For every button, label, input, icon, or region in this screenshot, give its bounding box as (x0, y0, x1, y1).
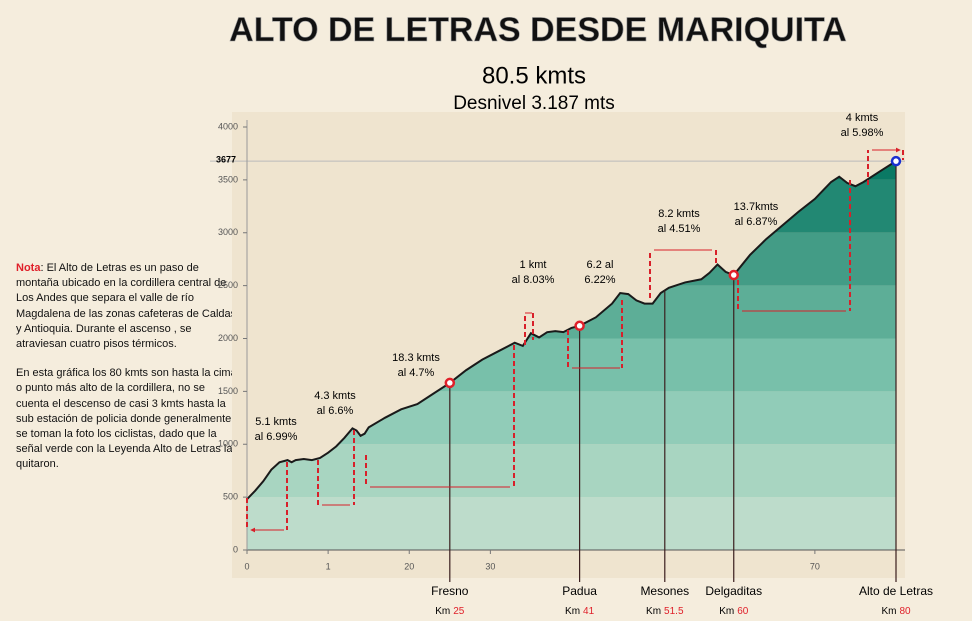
segment-label: 4 kmts (846, 112, 879, 124)
km-prefix: Km (565, 606, 580, 617)
km-prefix: Km (435, 606, 450, 617)
x-tick-label: 0 (244, 561, 249, 571)
note-text: En esta gráfica los 80 kmts son hasta la… (16, 367, 237, 471)
y-tick-label: 1500 (218, 386, 238, 396)
place-km: Km 51.5 (646, 606, 684, 617)
segment-label: 6.22% (584, 274, 615, 286)
segment-label: 18.3 kmts (392, 352, 440, 364)
segment-label: al 8.03% (512, 274, 555, 286)
band (247, 444, 896, 498)
y-tick-label: 500 (223, 492, 238, 502)
y-tick-label: 3000 (218, 227, 238, 237)
y-tick-label: 2500 (218, 280, 238, 290)
reference-label: 3677 (216, 155, 236, 165)
segment-label: 1 kmt (520, 259, 547, 271)
y-tick-label: 0 (233, 544, 238, 554)
km-prefix: Km (719, 606, 734, 617)
segment-label: al 6.99% (255, 431, 298, 443)
y-tick-label: 3500 (218, 174, 238, 184)
subtitle: Desnivel 3.187 mts (453, 93, 615, 114)
place-label: Alto de Letras (859, 584, 933, 598)
km-value: 51.5 (664, 606, 684, 617)
segment-label: 8.2 kmts (658, 208, 700, 220)
km-prefix: Km (881, 606, 896, 617)
segment-label: 4.3 kmts (314, 390, 356, 402)
y-tick-label: 4000 (218, 121, 238, 131)
y-tick-label: 2000 (218, 333, 238, 343)
note-para: Nota: El Alto de Letras es un paso de mo… (16, 261, 238, 352)
place-km: Km 80 (881, 606, 911, 617)
place-label: Mesones (640, 584, 689, 598)
x-tick-label: 70 (810, 561, 820, 571)
place-label: Padua (562, 584, 597, 598)
x-tick-label: 20 (404, 561, 414, 571)
place-label: Fresno (431, 584, 469, 598)
segment-label: al 5.98% (841, 127, 884, 139)
place-km: Km 25 (435, 606, 465, 617)
km-value: 60 (737, 606, 749, 617)
place-marker (728, 269, 739, 281)
segment-label: 13.7kmts (734, 201, 779, 213)
km-prefix: Km (646, 606, 661, 617)
place-marker (444, 377, 456, 389)
place-label: Delgaditas (705, 584, 762, 598)
place-km: Km 41 (565, 606, 595, 617)
km-value: 80 (899, 606, 911, 617)
segment-label: al 6.87% (735, 216, 778, 228)
bracket-arrow (251, 150, 900, 530)
note-text: : El Alto de Letras es un paso de montañ… (16, 262, 237, 351)
note: Nota: El Alto de Letras es un paso de mo… (16, 261, 238, 487)
km-value: 25 (453, 606, 465, 617)
segment-label: 6.2 al (587, 259, 614, 271)
y-tick-label: 1000 (218, 439, 238, 449)
place-marker (890, 155, 902, 167)
segment-label: al 4.51% (658, 223, 701, 235)
chart-title: ALTO DE LETRAS DESDE MARIQUITA (229, 11, 847, 49)
note-label: Nota (16, 262, 41, 274)
segment-label: al 6.6% (317, 405, 354, 417)
segment-brackets (246, 150, 903, 530)
subtitle: 80.5 kmts (482, 62, 586, 89)
segment-label: 5.1 kmts (255, 416, 297, 428)
x-tick-label: 30 (485, 561, 495, 571)
km-value: 41 (583, 606, 595, 617)
x-tick-label: 1 (326, 561, 331, 571)
place-km: Km 60 (719, 606, 749, 617)
place-marker (574, 320, 585, 332)
segment-label: al 4.7% (398, 367, 435, 379)
